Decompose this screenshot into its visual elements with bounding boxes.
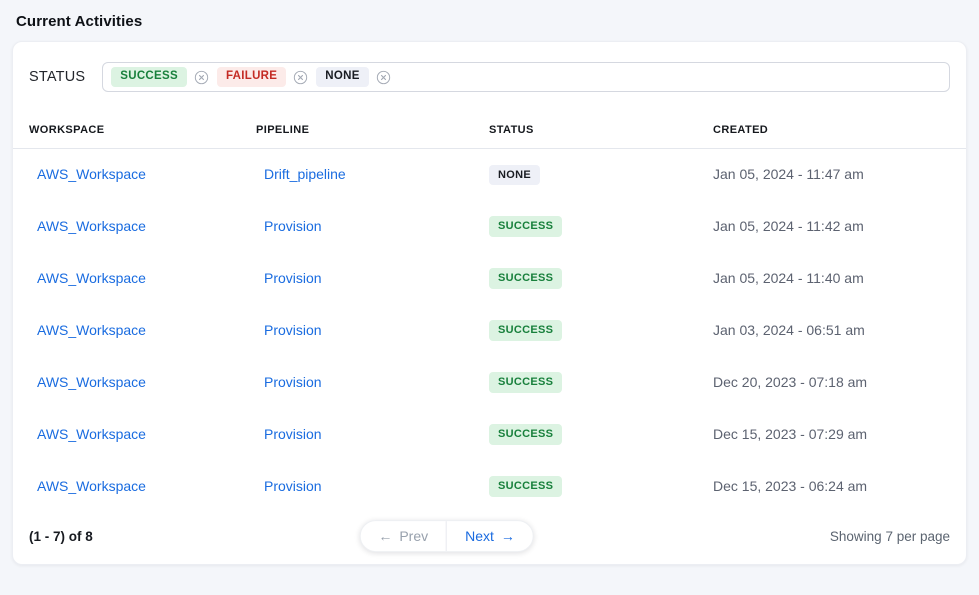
created-text: Jan 05, 2024 - 11:40 am	[713, 269, 864, 286]
arrow-right-icon: →	[500, 528, 515, 545]
column-header-created: CREATED	[697, 108, 966, 149]
column-header-workspace: WORKSPACE	[13, 108, 240, 149]
page-title: Current Activities	[16, 13, 143, 30]
table-row: AWS_Workspace Provision SUCCESS Dec 20, …	[13, 357, 966, 409]
status-badge: SUCCESS	[489, 320, 563, 341]
status-badge: NONE	[489, 164, 540, 185]
column-header-pipeline: PIPELINE	[240, 108, 473, 149]
status-filter-input[interactable]: SUCCESS FAILURE NONE	[102, 62, 950, 92]
filter-tag-label: NONE	[316, 67, 369, 87]
status-badge: SUCCESS	[489, 476, 563, 497]
workspace-link[interactable]: AWS_Workspace	[37, 425, 146, 442]
workspace-link[interactable]: AWS_Workspace	[37, 373, 146, 390]
status-filter-row: STATUS SUCCESS FAILURE NONE	[13, 42, 966, 108]
prev-button[interactable]: ← Prev	[360, 521, 446, 551]
table-row: AWS_Workspace Provision SUCCESS Jan 05, …	[13, 201, 966, 253]
next-button-label: Next	[465, 528, 494, 545]
pager: ← Prev Next →	[359, 520, 534, 553]
arrow-left-icon: ←	[378, 528, 393, 545]
pipeline-link[interactable]: Drift_pipeline	[264, 165, 346, 182]
created-text: Dec 15, 2023 - 06:24 am	[713, 477, 868, 494]
filter-tag-label: FAILURE	[216, 67, 287, 87]
pipeline-link[interactable]: Provision	[264, 373, 322, 390]
status-badge: SUCCESS	[489, 372, 563, 393]
page-header: Current Activities	[0, 0, 979, 41]
filter-tag: FAILURE	[216, 67, 308, 87]
workspace-link[interactable]: AWS_Workspace	[37, 321, 146, 338]
status-badge: SUCCESS	[489, 424, 563, 445]
created-text: Jan 05, 2024 - 11:47 am	[713, 165, 864, 182]
workspace-link[interactable]: AWS_Workspace	[37, 165, 146, 182]
table-row: AWS_Workspace Provision SUCCESS Dec 15, …	[13, 461, 966, 513]
remove-tag-icon[interactable]	[376, 70, 391, 85]
created-text: Dec 20, 2023 - 07:18 am	[713, 373, 868, 390]
filter-tag: NONE	[316, 67, 391, 87]
created-text: Jan 05, 2024 - 11:42 am	[713, 217, 864, 234]
current-activities-card: STATUS SUCCESS FAILURE NONE	[12, 41, 967, 565]
per-page-text: Showing 7 per page	[829, 528, 950, 544]
created-text: Dec 15, 2023 - 07:29 am	[713, 425, 868, 442]
table-row: AWS_Workspace Provision SUCCESS Dec 15, …	[13, 409, 966, 461]
pipeline-link[interactable]: Provision	[264, 477, 322, 494]
remove-tag-icon[interactable]	[194, 70, 209, 85]
activities-table: WORKSPACE PIPELINE STATUS CREATED AWS_Wo…	[13, 108, 966, 513]
prev-button-label: Prev	[399, 528, 429, 545]
table-header-row: WORKSPACE PIPELINE STATUS CREATED	[13, 108, 966, 149]
filter-tag: SUCCESS	[111, 67, 209, 87]
remove-tag-icon[interactable]	[293, 70, 308, 85]
pagination-footer: (1 - 7) of 8 ← Prev Next → Showing 7 per…	[13, 513, 966, 564]
column-header-status: STATUS	[473, 108, 697, 149]
created-text: Jan 03, 2024 - 06:51 am	[713, 321, 865, 338]
status-badge: SUCCESS	[489, 216, 563, 237]
table-row: AWS_Workspace Provision SUCCESS Jan 03, …	[13, 305, 966, 357]
workspace-link[interactable]: AWS_Workspace	[37, 269, 146, 286]
pipeline-link[interactable]: Provision	[264, 217, 322, 234]
next-button[interactable]: Next →	[446, 521, 533, 552]
workspace-link[interactable]: AWS_Workspace	[37, 477, 146, 494]
status-badge: SUCCESS	[489, 268, 563, 289]
filter-tag-label: SUCCESS	[111, 67, 187, 87]
table-row: AWS_Workspace Provision SUCCESS Jan 05, …	[13, 253, 966, 305]
status-filter-label: STATUS	[29, 69, 86, 85]
pagination-range-text: (1 - 7) of 8	[29, 528, 93, 544]
table-row: AWS_Workspace Drift_pipeline NONE Jan 05…	[13, 149, 966, 201]
pipeline-link[interactable]: Provision	[264, 425, 322, 442]
workspace-link[interactable]: AWS_Workspace	[37, 217, 146, 234]
pipeline-link[interactable]: Provision	[264, 321, 322, 338]
pipeline-link[interactable]: Provision	[264, 269, 322, 286]
